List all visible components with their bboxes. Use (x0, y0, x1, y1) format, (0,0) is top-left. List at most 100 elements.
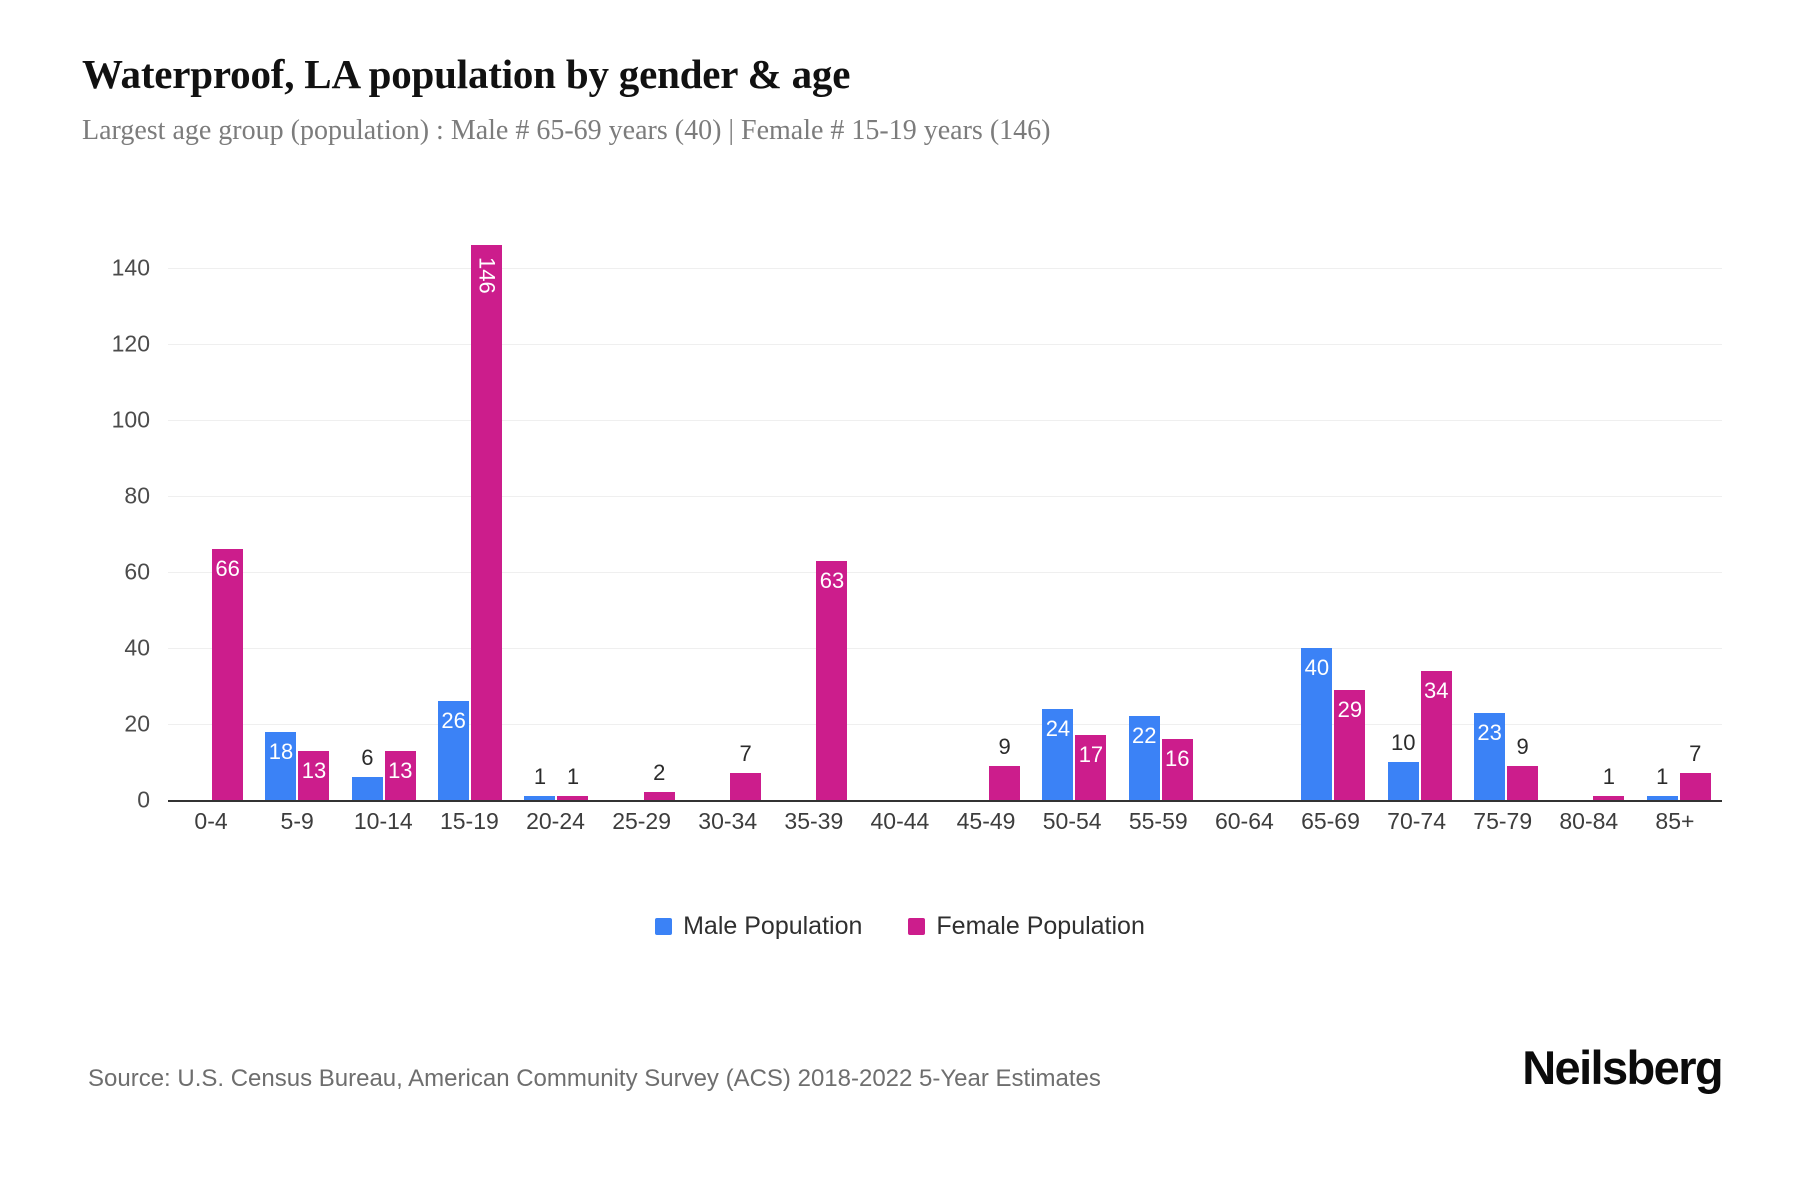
bar-female[interactable]: 2 (643, 762, 675, 800)
x-axis-tick-label: 20-24 (526, 808, 585, 834)
bar-male[interactable]: 1 (524, 766, 556, 800)
bar-female[interactable]: 63 (816, 560, 848, 800)
bar-male[interactable]: 24 (1042, 708, 1074, 800)
bar-female[interactable]: 9 (1507, 735, 1539, 800)
x-axis-tick-label: 30-34 (698, 808, 758, 834)
x-axis-tick-label: 55-59 (1128, 808, 1188, 834)
x-axis-tick-label: 15-19 (439, 808, 499, 834)
bar-male[interactable]: 40 (1301, 648, 1333, 800)
bar-value-label: 146 (474, 257, 500, 294)
grid-line (168, 496, 1722, 497)
bar-male[interactable]: 23 (1474, 712, 1506, 800)
bar-female[interactable]: 17 (1075, 735, 1107, 800)
y-axis-tick-label: 120 (111, 330, 150, 357)
grid-line (168, 572, 1722, 573)
x-axis-tick-label: 65-69 (1301, 808, 1360, 834)
bar-group: 66 (168, 230, 254, 800)
x-axis-tick-label: 35-39 (784, 808, 844, 834)
legend-swatch-male-icon (655, 918, 673, 935)
bar-value-label: 9 (998, 733, 1011, 759)
x-axis-tick-label: 5-9 (280, 808, 314, 834)
bar-value-label: 18 (268, 738, 294, 764)
bar-male[interactable]: 22 (1128, 716, 1160, 800)
bar-female[interactable]: 7 (1679, 743, 1711, 800)
bar-value-label: 1 (1656, 764, 1669, 789)
bar-value-label: 1 (533, 764, 547, 789)
bar-female[interactable]: 66 (212, 549, 244, 800)
bar-group: 1 (1549, 230, 1635, 800)
y-axis-tick-label: 100 (111, 406, 150, 433)
bar-value-label: 13 (301, 757, 327, 783)
bar-value-label: 7 (1689, 741, 1702, 767)
bar-value-label: 9 (1516, 733, 1529, 759)
bar-female[interactable]: 1 (557, 766, 589, 800)
x-axis-tick-label: 50-54 (1042, 808, 1102, 834)
bar-female[interactable]: 34 (1420, 670, 1452, 800)
chart-subtitle: Largest age group (population) : Male # … (82, 115, 1051, 147)
bar-male[interactable]: 26 (438, 701, 470, 800)
x-axis-tick-label: 80-84 (1559, 808, 1619, 834)
x-axis-tick-label: 40-44 (870, 808, 930, 834)
bar-female[interactable]: 1 (1593, 766, 1625, 800)
bar-value-label: 17 (1078, 742, 1104, 768)
brand-logo: Neilsberg (1522, 1041, 1723, 1094)
page-title: Waterproof, LA population by gender & ag… (82, 51, 851, 97)
grid-line (168, 344, 1722, 345)
bar-female[interactable]: 29 (1334, 689, 1366, 800)
bar-value-label: 10 (1391, 730, 1416, 755)
bar-female[interactable]: 146 (471, 245, 503, 800)
x-axis: 0-4 5-9 10-14 15-19 20-24 25-29 30-34 35-39 40-4… (168, 808, 1718, 835)
bar-female[interactable]: 9 (989, 735, 1021, 800)
legend-item-male[interactable]: Male Population (655, 912, 862, 941)
bar-group: 22 16 (1118, 230, 1204, 800)
y-axis-tick-label: 20 (124, 710, 150, 737)
bar-male[interactable]: 6 (351, 747, 383, 800)
bar-group: 40 29 (1290, 230, 1376, 800)
x-axis-tick-label: 75-79 (1473, 808, 1533, 834)
bar-value-label: 34 (1424, 677, 1449, 703)
x-axis-tick-label: 10-14 (353, 808, 413, 834)
bar-value-label: 13 (388, 757, 413, 783)
grid-lines (168, 230, 1722, 802)
x-axis-tick-label: 0-4 (194, 808, 228, 834)
bar-value-label: 40 (1304, 655, 1330, 680)
bar-female[interactable]: 7 (730, 743, 762, 800)
bar-female[interactable]: 16 (1161, 739, 1193, 800)
chart-legend: Male Population Female Population (0, 912, 1800, 941)
bar-group: 6 13 (341, 230, 427, 800)
source-note: Source: U.S. Census Bureau, American Com… (88, 1065, 1101, 1092)
bar-series-container: 66 18 13 6 13 26 146 1 1 2 7 63 9 24 17 22 16 40 29 10 34 23 9… (168, 230, 1722, 800)
bar-male[interactable]: 18 (265, 731, 297, 800)
bar-value-label: 1 (566, 764, 580, 789)
x-axis-tick-label: 70-74 (1387, 808, 1446, 834)
x-axis-tick-label: 60-64 (1214, 808, 1274, 834)
x-axis-tick-label: 45-49 (956, 808, 1016, 834)
bar-value-label: 1 (1602, 764, 1616, 789)
y-axis-tick-label: 80 (124, 482, 150, 509)
bar-female[interactable]: 13 (384, 750, 416, 800)
y-axis-tick-label: 40 (124, 634, 150, 661)
legend-swatch-female-icon (908, 918, 926, 935)
bar-value-label: 23 (1477, 719, 1502, 745)
bar-male[interactable]: 10 (1387, 732, 1419, 800)
y-axis-tick-label: 60 (124, 558, 150, 585)
x-axis-baseline (168, 800, 1722, 802)
x-axis-tick-label: 85+ (1655, 808, 1695, 834)
legend-item-female[interactable]: Female Population (908, 912, 1145, 941)
bar-value-label: 16 (1165, 746, 1190, 772)
bar-group (1204, 230, 1290, 800)
grid-line (168, 648, 1722, 649)
bar-male[interactable]: 1 (1646, 766, 1678, 800)
bar-group: 9 (945, 230, 1031, 800)
bar-value-label: 24 (1045, 715, 1071, 741)
bar-female[interactable]: 13 (298, 750, 330, 800)
bar-group: 7 (686, 230, 772, 800)
bar-value-label: 63 (819, 567, 845, 593)
bar-value-label: 2 (653, 760, 666, 786)
grid-line (168, 724, 1722, 725)
y-axis: 0 20 40 60 80 100 120 140 (82, 230, 168, 813)
bar-group (859, 230, 945, 800)
bar-group: 24 17 (1031, 230, 1117, 800)
